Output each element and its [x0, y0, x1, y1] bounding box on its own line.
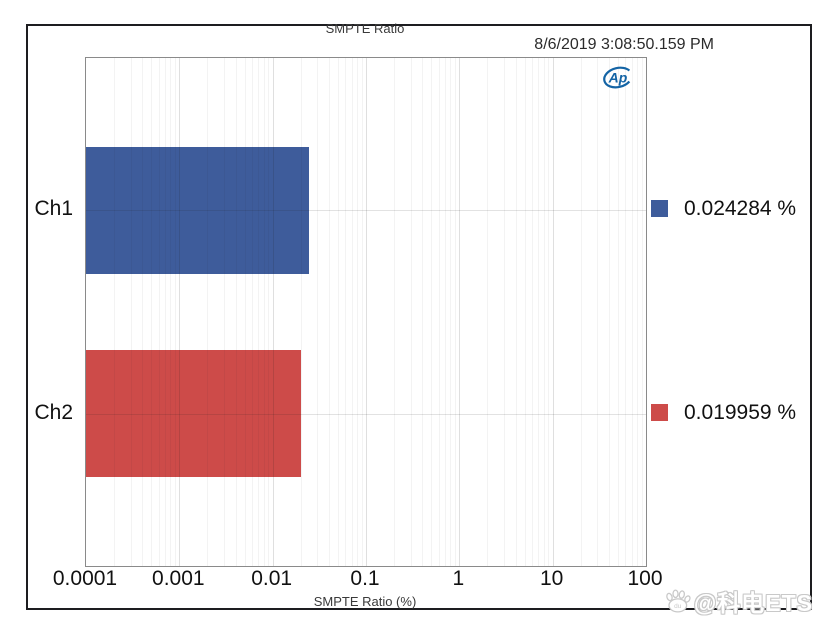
x-tick-0.1: 0.1 [350, 567, 380, 590]
timestamp: 8/6/2019 3:08:50.159 PM [534, 36, 714, 53]
legend-value-ch2: 0.019959 % [684, 400, 797, 424]
x-tick-10: 10 [539, 567, 564, 590]
plot-area[interactable]: Ap [85, 57, 647, 567]
legend-swatch-ch1 [651, 200, 668, 218]
ap-logo-text: Ap [608, 70, 628, 86]
baidu-paw-icon: du [666, 589, 691, 613]
x-tick-0.001: 0.001 [152, 567, 205, 590]
watermark: du @科电ETS [665, 584, 813, 618]
x-axis-title: SMPTE Ratio (%) [313, 594, 417, 609]
baidu-paw-label: du [674, 603, 682, 610]
legend-swatch-ch2 [651, 403, 668, 421]
ap-logo-icon: Ap [603, 66, 633, 89]
y-axis-label-ch2: Ch2 [34, 400, 73, 424]
bar-ch2[interactable] [86, 350, 301, 478]
x-tick-100: 100 [627, 567, 663, 590]
x-tick-1: 1 [452, 567, 465, 590]
legend-value-ch1: 0.024284 % [684, 197, 797, 221]
watermark-text: @科电ETS [693, 590, 813, 616]
x-tick-0.01: 0.01 [251, 567, 293, 590]
bar-ch1[interactable] [86, 146, 309, 274]
x-tick-0.0001: 0.0001 [52, 567, 118, 590]
y-axis-label-ch1: Ch1 [34, 197, 73, 221]
chart-title: SMPTE Ratio [325, 21, 405, 36]
bars-layer [86, 58, 646, 566]
